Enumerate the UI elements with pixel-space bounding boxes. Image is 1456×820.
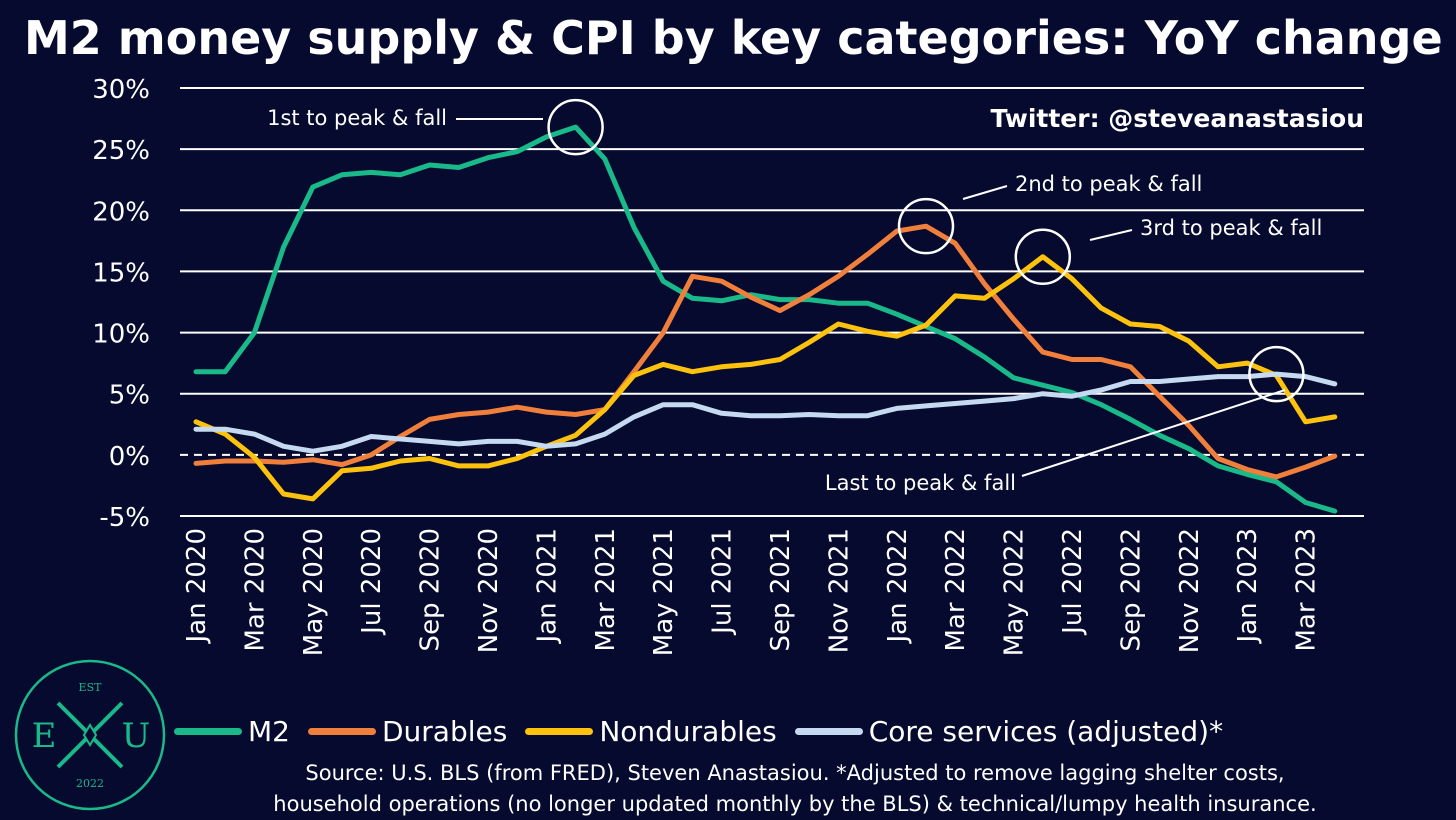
x-tick-label: Jan 2021 [532,528,562,645]
legend: M2 Durables Nondurables Core services (adju… [174,708,1223,754]
peak-circle-nondurables [1014,228,1072,286]
logo-est: EST [79,681,103,694]
x-tick-label: Jul 2022 [1058,528,1088,636]
x-tick-label: Jan 2020 [182,528,212,645]
source-line-2: household operations (no longer updated … [273,792,1317,816]
y-tick-label: 30% [92,75,150,105]
x-tick-label: Nov 2021 [824,528,854,653]
logo-diamond [82,723,98,747]
annotation-leader-line [1021,389,1286,477]
gridlines [180,87,1364,517]
x-tick-label: Mar 2021 [591,528,621,652]
legend-label: Nondurables [599,714,777,748]
y-tick-label: 15% [92,258,150,288]
logo-ring [14,659,166,811]
annotations: 1st to peak & fall 2nd to peak & fall 3rd … [267,98,1322,495]
legend-item-durables: Durables [307,714,508,748]
series-line-m2 [193,124,1338,514]
twitter-handle: Twitter: @steveanastasiou [990,104,1364,133]
y-tick-label: 20% [92,197,150,227]
legend-swatch [525,727,594,735]
x-tick-label: Jan 2022 [883,528,913,645]
y-axis-tick-labels: 30% 25% 20% 15% 10% 5% 0% -5% [92,75,150,533]
legend-swatch [794,727,863,735]
x-tick-label: Mar 2022 [941,528,971,652]
x-axis-tick-labels: Jan 2020 Mar 2020 May 2020 Jul 2020 Sep 2020… [182,528,1322,656]
source-note: Source: U.S. BLS (from FRED), Steven Ana… [150,758,1440,820]
annotation-label: Last to peak & fall [825,471,1016,495]
x-tick-label: Jul 2020 [357,528,387,636]
legend-item-nondurables: Nondurables [525,714,777,748]
x-tick-label: Sep 2021 [766,528,796,651]
exu-logo: EST E U 2022 [14,659,166,811]
annotation-leader-line [962,185,1008,200]
y-tick-label: 10% [92,320,150,350]
annotation-label: 2nd to peak & fall [1015,172,1202,196]
x-tick-label: Jan 2023 [1233,528,1263,645]
x-tick-label: Nov 2022 [1175,528,1205,653]
peak-circle-m2 [547,98,604,156]
series-line-core-services-adjusted [193,371,1338,454]
x-tick-label: Mar 2020 [240,528,270,652]
chart-title: M2 money supply & CPI by key categories:… [24,11,1443,65]
peak-circle-durables [897,197,955,255]
y-tick-label: 25% [92,136,150,166]
annotation-label: 3rd to peak & fall [1140,216,1322,240]
y-tick-label: -5% [99,503,150,533]
x-tick-label: Sep 2020 [416,528,446,651]
logo-year: 2022 [76,777,104,790]
legend-swatch [307,727,376,735]
annotation-leader-line [1089,229,1133,241]
annotation-label: 1st to peak & fall [267,106,447,130]
legend-label: Durables [381,714,508,748]
x-tick-label: Nov 2020 [474,528,504,653]
legend-label: Core services (adjusted)* [868,714,1224,748]
x-tick-label: Jul 2021 [708,528,738,636]
series-lines [193,124,1338,514]
peak-circle-core-services-adjusted [1248,345,1305,403]
legend-item-m2: M2 [174,715,290,748]
x-tick-label: Sep 2022 [1116,528,1146,651]
x-tick-label: May 2020 [299,528,329,656]
y-tick-label: 5% [109,381,150,411]
x-tick-label: May 2021 [649,528,679,656]
legend-item-core-services-adjusted: Core services (adjusted)* [794,714,1224,748]
x-tick-label: May 2022 [1000,528,1030,656]
logo-letter-u: U [122,716,151,756]
y-tick-label: 0% [109,442,150,472]
source-line-1: Source: U.S. BLS (from FRED), Steven Ana… [305,761,1285,785]
legend-swatch [174,727,242,735]
legend-label: M2 [248,714,290,748]
x-tick-label: Mar 2023 [1292,528,1322,652]
series-line-nondurables [193,254,1338,502]
logo-letter-e: E [32,716,57,756]
